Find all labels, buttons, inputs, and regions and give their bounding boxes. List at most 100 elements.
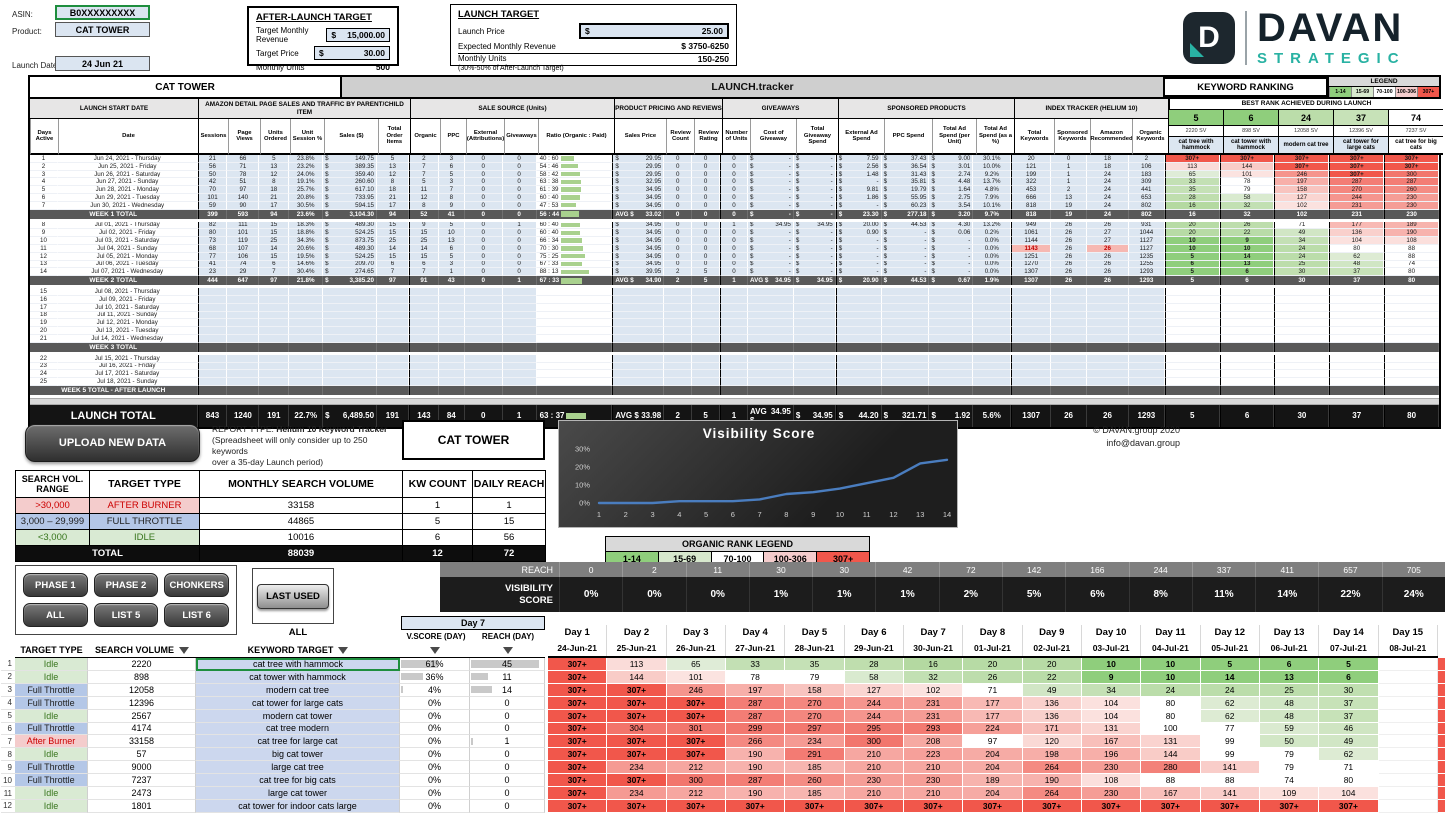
cell[interactable] — [793, 370, 836, 379]
cell[interactable]: Jun 28, 2021 - Monday — [57, 186, 198, 194]
cell[interactable] — [377, 370, 409, 379]
cell[interactable]: 74 — [227, 260, 260, 269]
cell[interactable]: 2 — [664, 268, 693, 277]
daily-rank-cell[interactable]: 177 — [963, 709, 1023, 723]
cell[interactable]: 106 — [1128, 162, 1165, 171]
cell[interactable] — [793, 288, 836, 296]
cell[interactable]: 0 — [720, 155, 748, 163]
cell[interactable]: 0 — [692, 170, 721, 179]
daily-rank-cell[interactable]: 167 — [1081, 735, 1142, 749]
daily-rank-cell[interactable]: 50 — [1259, 735, 1320, 749]
cell[interactable] — [973, 378, 1012, 386]
cell[interactable]: $3.54 — [929, 201, 974, 210]
cell[interactable]: $ - — [747, 162, 794, 171]
cell[interactable] — [835, 311, 882, 320]
rank-cell[interactable] — [1164, 303, 1220, 312]
cell[interactable] — [973, 303, 1012, 312]
search-volume-cell[interactable]: 2220 — [88, 658, 196, 671]
cell[interactable]: 7 — [408, 170, 439, 179]
vscore-cell[interactable]: 0% — [400, 787, 470, 800]
rank-cell[interactable] — [1219, 303, 1275, 312]
cell[interactable] — [1128, 378, 1165, 386]
cell[interactable] — [1011, 354, 1052, 363]
cell[interactable]: 26 — [1087, 260, 1129, 269]
cell[interactable]: $ - — [747, 252, 794, 261]
daily-rank-cell[interactable]: 78 — [725, 670, 786, 684]
cell[interactable] — [289, 311, 324, 320]
cell[interactable]: Jun 27, 2021 - Sunday — [57, 178, 198, 187]
cell[interactable] — [464, 354, 503, 363]
cell[interactable]: 0 — [464, 237, 503, 245]
cell[interactable] — [408, 288, 439, 296]
cell[interactable] — [464, 288, 503, 296]
cell[interactable] — [259, 327, 290, 335]
cell[interactable]: 1144 — [1011, 237, 1052, 245]
keyword-row[interactable]: 11 Idle 2473 large cat tower 0% 0 — [1, 787, 545, 800]
rank-cell[interactable]: 307+ — [1164, 155, 1220, 163]
cell[interactable]: 26 — [1087, 221, 1129, 230]
rank-cell[interactable] — [1164, 327, 1220, 335]
cell[interactable]: 21 — [259, 193, 290, 202]
cell[interactable]: 11 — [30, 244, 58, 253]
daily-rank-cell[interactable]: 5 — [1319, 658, 1379, 671]
cell[interactable]: $9.00 — [929, 155, 974, 163]
cell[interactable]: Jul 07, 2021 - Wednesday — [57, 268, 198, 277]
search-volume-cell[interactable]: 2473 — [88, 787, 196, 800]
cell[interactable]: 0 — [720, 252, 748, 261]
cell[interactable] — [1128, 334, 1165, 343]
cell[interactable]: 6 — [408, 260, 439, 269]
rank-cell[interactable]: 22 — [1219, 229, 1275, 238]
cell[interactable] — [227, 354, 260, 363]
cell[interactable] — [881, 303, 930, 312]
phase-button-all[interactable]: ALL — [23, 603, 88, 627]
cell[interactable]: 0 — [692, 244, 721, 253]
cell[interactable] — [227, 295, 260, 304]
table-row[interactable]: 2 Jun 25, 2021 - Friday 56 71 13 23.2% $389.35… — [30, 162, 1439, 171]
daily-rank-cell[interactable]: 307+ — [1259, 799, 1320, 813]
cell[interactable] — [664, 303, 693, 312]
cell[interactable]: $ - — [793, 268, 836, 277]
rank-cell[interactable]: 62 — [1329, 252, 1385, 261]
daily-rank-cell[interactable]: 224 — [963, 722, 1023, 736]
reach-cell[interactable]: 45 — [470, 658, 545, 671]
cell[interactable]: Jun 24, 2021 - Thursday — [57, 155, 198, 163]
cell[interactable] — [289, 303, 324, 312]
rank-cell[interactable]: 58 — [1219, 193, 1275, 202]
cell[interactable] — [323, 354, 378, 363]
cell[interactable] — [259, 295, 290, 304]
cell[interactable]: $ - — [835, 268, 882, 277]
filter-icon[interactable] — [502, 646, 513, 654]
cell[interactable] — [259, 303, 290, 312]
reach-cell[interactable]: 0 — [470, 709, 545, 723]
cell[interactable] — [612, 303, 665, 312]
rank-cell[interactable]: 307+ — [1219, 155, 1275, 163]
daily-rank-cell[interactable] — [1378, 799, 1438, 813]
vscore-cell[interactable]: 0% — [400, 748, 470, 762]
daily-rank-cell[interactable]: 158 — [785, 683, 845, 697]
ratio-cell[interactable]: 60 : 40 — [536, 229, 613, 238]
daily-rank-cell[interactable]: 79 — [785, 670, 845, 684]
cell[interactable]: 8 — [259, 178, 290, 187]
cell[interactable] — [1051, 327, 1088, 335]
cell[interactable]: 0 — [692, 155, 721, 163]
daily-rank-cell[interactable]: 307+ — [548, 670, 608, 684]
cell[interactable]: 80 — [197, 229, 228, 238]
daily-rank-cell[interactable]: 244 — [844, 709, 904, 723]
rank-cell[interactable]: 20 — [1164, 229, 1220, 238]
daily-rank-cell[interactable]: 301 — [666, 722, 726, 736]
cell[interactable]: 1061 — [1011, 229, 1052, 238]
cell[interactable]: 26 — [1087, 244, 1129, 253]
daily-rank-cell[interactable]: 14 — [1200, 670, 1260, 684]
rank-cell[interactable]: 127 — [1274, 193, 1330, 202]
cell[interactable] — [408, 327, 439, 335]
ratio-cell[interactable] — [536, 378, 613, 386]
cell[interactable]: 23 — [197, 268, 228, 277]
keyword-target-cell[interactable]: modern cat tree — [196, 683, 400, 697]
day7-selector[interactable]: Day 7 — [401, 616, 545, 630]
daily-rank-cell[interactable]: 307+ — [785, 799, 845, 813]
daily-rank-cell[interactable]: 22 — [1022, 670, 1082, 684]
daily-rank-cell[interactable]: 20 — [963, 658, 1023, 671]
daily-rank-cell[interactable]: 307+ — [963, 799, 1023, 813]
rank-cell[interactable]: 13 — [1219, 260, 1275, 269]
cell[interactable]: 18.3% — [289, 221, 324, 230]
